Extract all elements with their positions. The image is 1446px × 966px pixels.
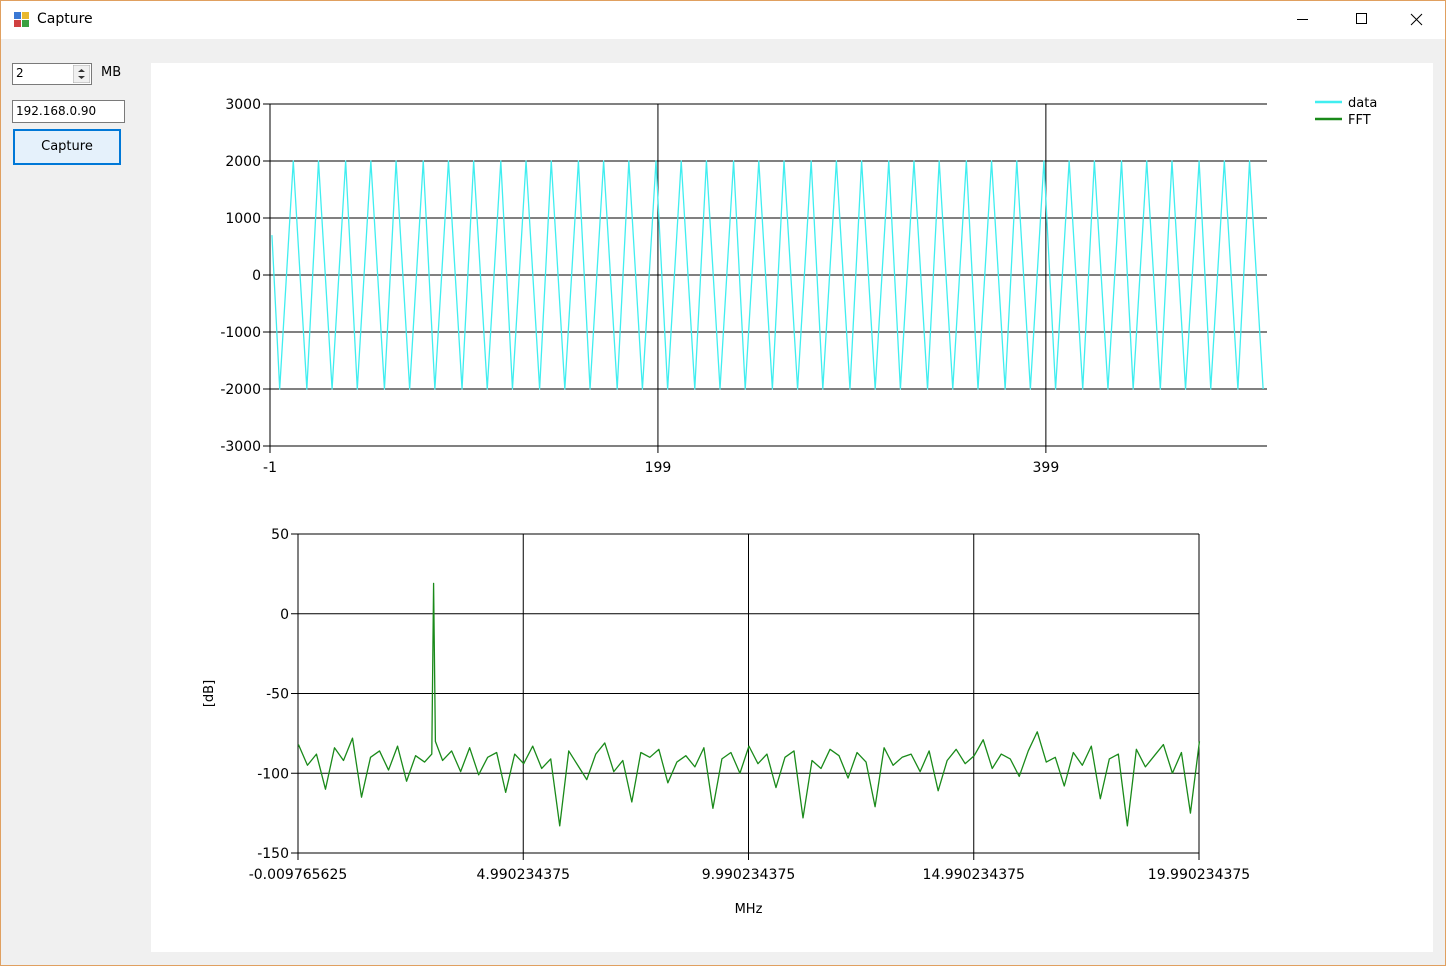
x-tick-label: 14.990234375 — [923, 867, 1025, 883]
y-tick-label: -50 — [266, 687, 289, 703]
window-buttons — [1275, 1, 1445, 39]
window-title: Capture — [37, 11, 93, 27]
y-tick-label: -3000 — [220, 439, 261, 455]
x-tick-label: 19.990234375 — [1148, 867, 1250, 883]
minimize-button[interactable] — [1275, 1, 1445, 39]
capture-button[interactable]: Capture — [13, 129, 121, 165]
spin-arrows[interactable] — [73, 65, 90, 83]
size-spinbox[interactable]: 2 — [12, 63, 92, 85]
x-tick-label: -1 — [263, 460, 277, 476]
x-tick-label: 399 — [1033, 460, 1060, 476]
y-tick-label: 3000 — [225, 97, 261, 113]
series-line — [297, 582, 1201, 827]
y-tick-label: 0 — [252, 268, 261, 284]
legend-label: data — [1348, 96, 1377, 111]
spin-value: 2 — [16, 66, 24, 80]
y-tick-label: 1000 — [225, 211, 261, 227]
y-tick-label: 0 — [280, 607, 289, 623]
y-axis-label: [dB] — [202, 680, 217, 707]
size-unit-label: MB — [101, 65, 122, 80]
legend-label: FFT — [1348, 113, 1371, 128]
y-tick-label: 2000 — [225, 154, 261, 170]
y-tick-label: -2000 — [220, 382, 261, 398]
y-tick-label: -100 — [257, 766, 289, 782]
y-tick-label: -1000 — [220, 325, 261, 341]
series-line — [271, 160, 1264, 390]
close-button[interactable] — [1387, 1, 1445, 39]
app-icon — [14, 12, 29, 27]
y-tick-label: -150 — [257, 846, 289, 862]
x-tick-label: 9.990234375 — [702, 867, 796, 883]
title-bar: Capture — [1, 1, 1445, 39]
ip-text: 192.168.0.90 — [16, 104, 97, 118]
y-tick-label: 50 — [271, 527, 289, 543]
maximize-button[interactable] — [1331, 1, 1387, 39]
chart-panel — [151, 63, 1433, 952]
ip-textbox[interactable]: 192.168.0.90 — [12, 100, 125, 123]
x-tick-label: 199 — [645, 460, 672, 476]
x-tick-label: 4.990234375 — [476, 867, 570, 883]
x-tick-label: -0.009765625 — [249, 867, 348, 883]
x-axis-label: MHz — [735, 902, 763, 917]
